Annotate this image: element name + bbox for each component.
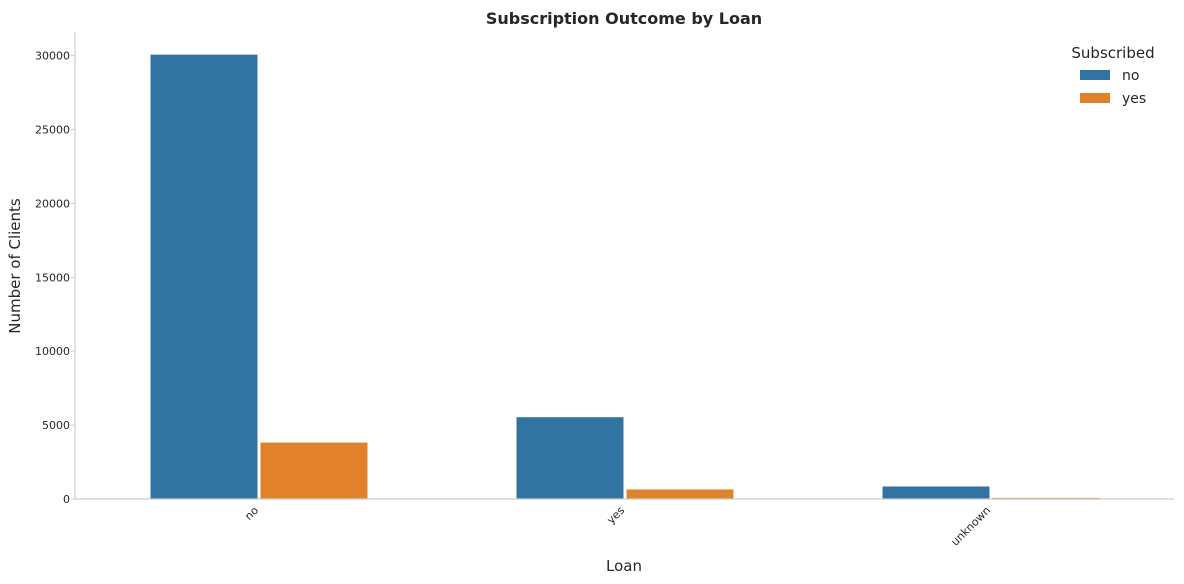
bar-yes-no <box>515 416 625 500</box>
legend-swatch-no <box>1080 70 1110 80</box>
bars-group <box>149 53 1101 500</box>
bar-unknown-no <box>881 485 991 500</box>
x-ticks-group: no yes unknown <box>242 504 993 549</box>
y-tick-label: 25000 <box>35 124 70 137</box>
x-tick-label-unknown: unknown <box>949 504 994 549</box>
y-tick-label: 20000 <box>35 197 70 210</box>
legend-title: Subscribed <box>1071 44 1154 62</box>
x-tick-label-yes: yes <box>604 504 627 527</box>
legend-swatch-yes <box>1080 93 1110 103</box>
y-tick-label: 15000 <box>35 271 70 284</box>
bar-no-yes <box>259 441 369 500</box>
chart-title: Subscription Outcome by Loan <box>486 9 762 28</box>
bar-yes-yes <box>625 488 735 500</box>
legend-label-yes: yes <box>1122 91 1146 107</box>
x-tick-label-no: no <box>242 504 261 523</box>
y-tick-label: 30000 <box>35 50 70 63</box>
x-axis-label: Loan <box>606 557 642 575</box>
y-tick-label: 5000 <box>42 419 70 432</box>
y-axis-label: Number of Clients <box>6 198 24 334</box>
bar-no-no <box>149 53 259 500</box>
legend: Subscribed no yes <box>1071 44 1154 107</box>
y-tick-label: 10000 <box>35 345 70 358</box>
legend-label-no: no <box>1122 68 1139 84</box>
y-tick-label: 0 <box>63 493 70 506</box>
y-ticks-group: 0 5000 10000 15000 20000 25000 30000 <box>35 50 75 506</box>
